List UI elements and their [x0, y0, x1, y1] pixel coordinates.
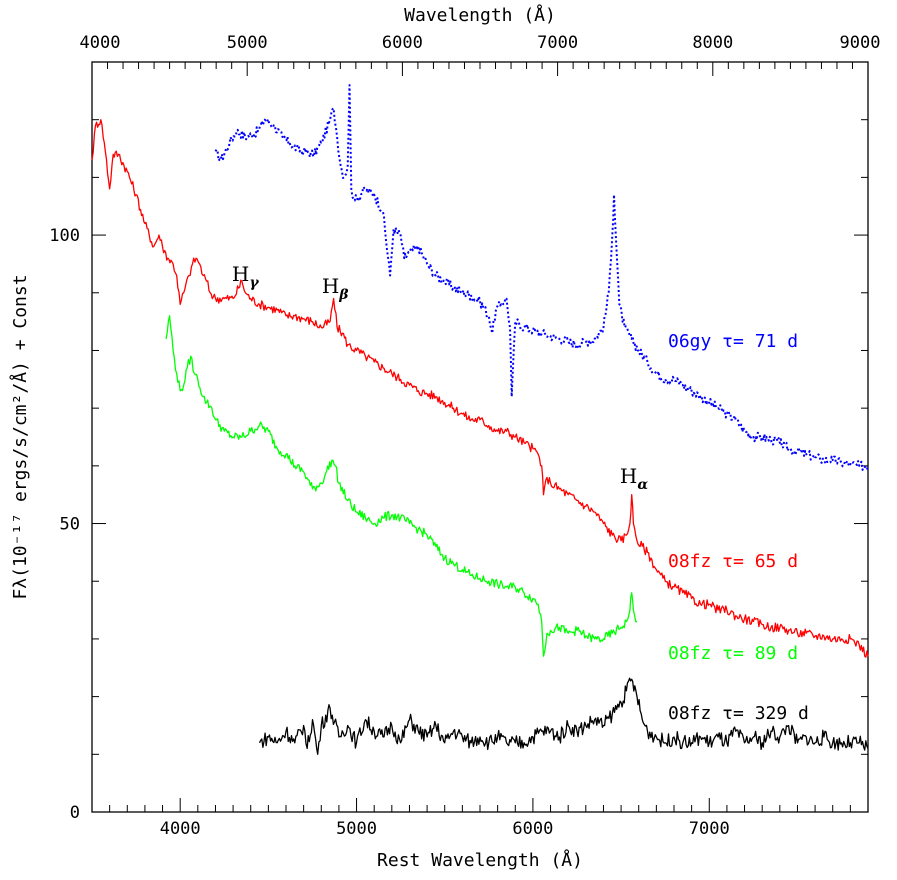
line-annotation: Hβ — [322, 274, 349, 303]
series-label: 08fz τ= 65 d — [668, 551, 798, 572]
y-tick-label: 0 — [70, 803, 80, 823]
series-label: 06gy τ= 71 d — [668, 331, 798, 352]
series-line — [214, 84, 869, 471]
series-line — [258, 677, 869, 755]
top-tick-label: 9000 — [840, 33, 881, 53]
series-line — [165, 315, 638, 657]
y-tick-label: 100 — [49, 226, 80, 246]
series-label: 08fz τ= 89 d — [668, 643, 798, 664]
line-annotation: Hγ — [232, 262, 259, 291]
axis-tick-labels: 4000 5000 6000 7000 4000 5000 6000 7000 8000 9000… — [49, 33, 880, 839]
axis-ticks — [92, 62, 868, 812]
series-line — [91, 119, 869, 658]
y-axis-title: Fλ(10⁻¹⁷ ergs/s/cm²/Å) + Const — [9, 274, 31, 599]
x-tick-label: 5000 — [336, 819, 377, 839]
series-label: 08fz τ= 329 d — [668, 703, 809, 724]
top-tick-label: 8000 — [692, 33, 733, 53]
line-annotation: Hα — [620, 464, 648, 493]
series-labels: 06gy τ= 71 d 08fz τ= 65 d 08fz τ= 89 d 08fz… — [668, 331, 809, 724]
series-lines — [91, 84, 869, 755]
x-tick-label: 4000 — [160, 819, 201, 839]
line-annotations: Hγ Hβ Hα — [232, 262, 648, 493]
x-tick-label: 6000 — [512, 819, 553, 839]
top-tick-label: 5000 — [227, 33, 268, 53]
top-tick-label: 4000 — [80, 33, 121, 53]
top-tick-label: 7000 — [537, 33, 578, 53]
top-tick-label: 6000 — [382, 33, 423, 53]
y-tick-label: 50 — [60, 515, 80, 535]
x-axis-title: Rest Wavelength (Å) — [377, 849, 583, 871]
top-axis-title: Wavelength (Å) — [404, 4, 556, 26]
x-tick-label: 7000 — [689, 819, 730, 839]
